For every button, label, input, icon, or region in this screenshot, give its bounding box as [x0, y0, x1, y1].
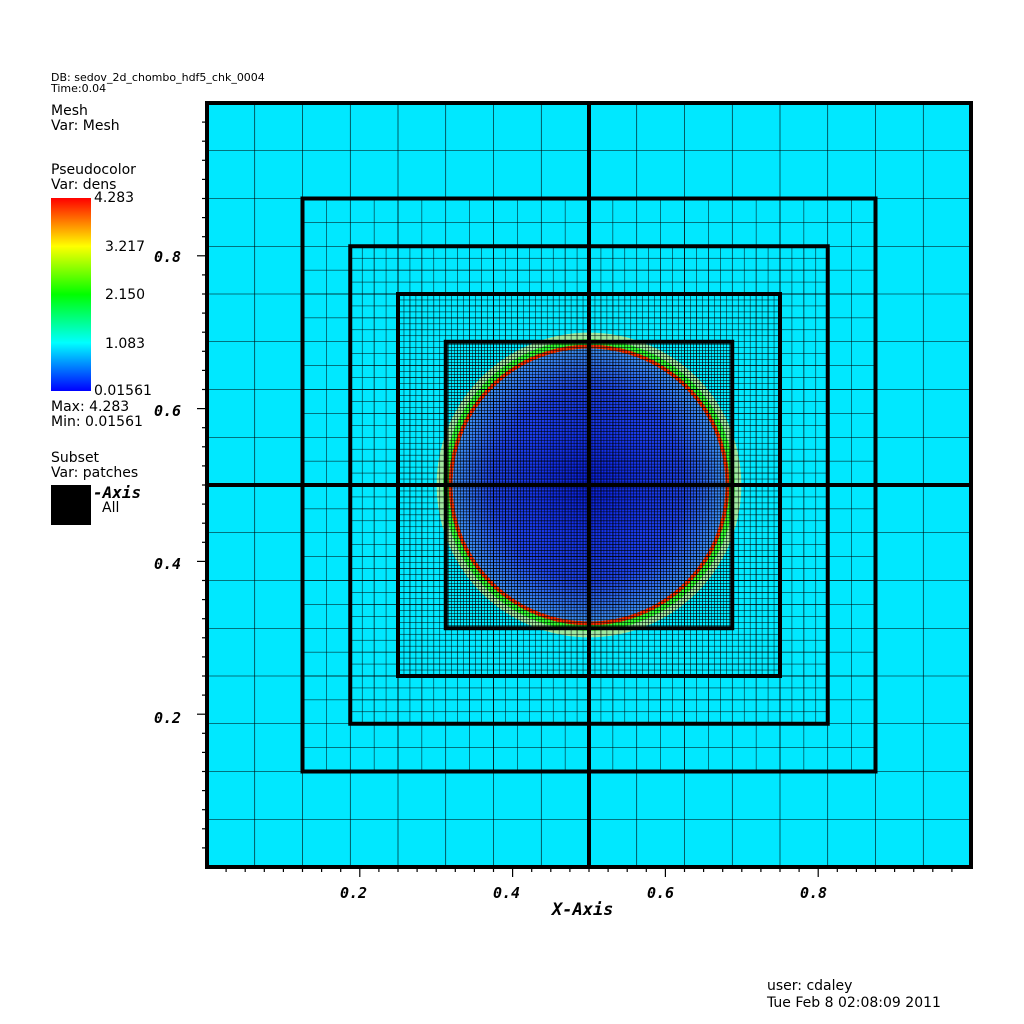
- max-value-label: Max: 4.283: [51, 399, 130, 415]
- colorbar: [51, 198, 91, 391]
- y-tick-label: 0.2: [154, 709, 182, 727]
- subset-swatch: [51, 485, 91, 525]
- colorbar-label-3: 2.150: [105, 287, 146, 303]
- mesh-legend-var: Var: Mesh: [51, 118, 120, 134]
- x-tick-label: 0.4: [493, 884, 521, 902]
- colorbar-label-min: 0.01561: [94, 383, 152, 399]
- colorbar-label-max: 4.283: [94, 190, 135, 206]
- mesh-legend-title: Mesh: [51, 103, 88, 119]
- database-label: DB: sedov_2d_chombo_hdf5_chk_0004: [51, 71, 265, 84]
- colorbar-label-4: 1.083: [105, 336, 146, 352]
- colorbar-label-2: 3.217: [105, 239, 146, 255]
- pseudocolor-legend-title: Pseudocolor: [51, 162, 136, 178]
- min-value-label: Min: 0.01561: [51, 414, 143, 430]
- y-tick-label: 0.6: [154, 402, 182, 420]
- x-tick-label: 0.6: [647, 884, 675, 902]
- y-tick-label: 0.4: [154, 555, 182, 573]
- time-label: Time:0.04: [51, 82, 107, 95]
- subset-legend-var: Var: patches: [51, 465, 139, 481]
- x-axis-label: X-Axis: [552, 900, 614, 920]
- x-tick-label: 0.8: [800, 884, 828, 902]
- x-tick-label: 0.2: [340, 884, 368, 902]
- date-label: Tue Feb 8 02:08:09 2011: [767, 995, 941, 1011]
- user-label: user: cdaley: [767, 978, 853, 994]
- subset-axis-label: -Axis: [93, 483, 142, 502]
- y-tick-label: 0.8: [154, 248, 182, 266]
- pseudocolor-legend-var: Var: dens: [51, 177, 117, 193]
- subset-legend-title: Subset: [51, 450, 100, 466]
- subset-all-label: All: [102, 500, 120, 516]
